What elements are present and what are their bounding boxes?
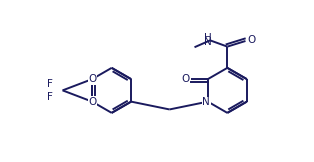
Text: F: F (46, 92, 52, 102)
Text: H: H (204, 33, 212, 43)
Text: O: O (88, 74, 96, 84)
Text: N: N (203, 97, 210, 107)
Text: F: F (46, 79, 52, 88)
Text: O: O (181, 74, 189, 84)
Text: O: O (247, 35, 255, 45)
Text: N: N (204, 37, 212, 47)
Text: O: O (88, 97, 96, 107)
